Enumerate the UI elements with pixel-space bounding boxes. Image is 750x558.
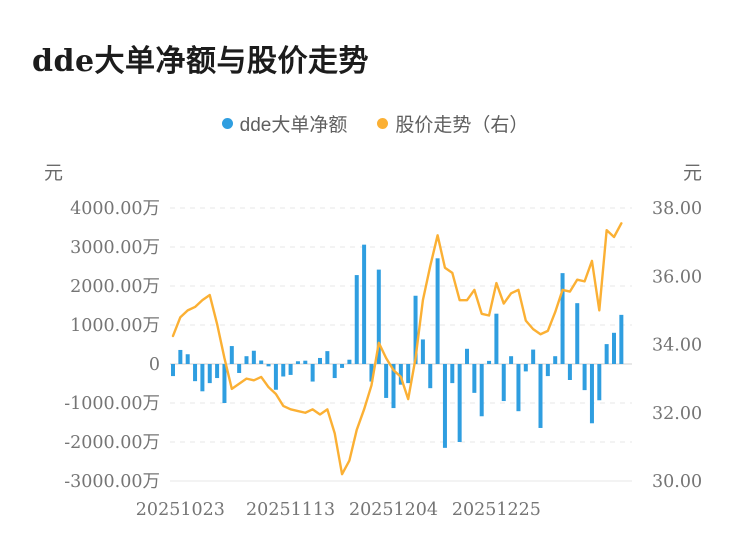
dde-net-bar <box>354 275 359 364</box>
dde-net-bar <box>472 364 477 393</box>
left-axis-tick: -2000.00万 <box>64 433 160 453</box>
dde-net-bar <box>229 346 234 364</box>
left-axis-tick: 2000.00万 <box>70 277 160 297</box>
dde-net-bar <box>516 364 521 412</box>
yellow-dot-icon <box>377 117 389 129</box>
dde-net-bar <box>612 332 616 364</box>
dde-net-bar <box>420 339 425 364</box>
dde-net-bar <box>185 354 190 364</box>
left-axis-tick: 3000.00万 <box>70 238 160 258</box>
dde-net-bar <box>531 349 536 364</box>
x-axis-tick: 20251204 <box>349 500 438 520</box>
dde-net-bar <box>435 258 440 364</box>
blue-dot-icon <box>221 117 233 129</box>
dde-net-bar <box>251 350 256 364</box>
dde-net-bar <box>200 364 205 392</box>
dde-net-bar <box>178 349 183 364</box>
dde-net-bar <box>295 361 300 364</box>
dde-net-bar <box>479 364 484 417</box>
dde-net-bar <box>237 364 242 373</box>
dde-net-bar <box>457 364 462 442</box>
dde-net-bar <box>391 364 396 409</box>
dde-net-bar <box>442 364 447 448</box>
left-axis-tick: 4000.00万 <box>70 199 160 219</box>
dde-net-bar <box>589 364 594 424</box>
dde-net-bar <box>171 364 175 377</box>
dde-net-bar <box>266 364 271 367</box>
legend-item-price[interactable]: 股价走势（右） <box>377 110 528 137</box>
dde-net-bar <box>215 364 220 379</box>
dde-net-bar <box>487 360 492 364</box>
dde-net-bar <box>288 364 293 375</box>
dde-net-bar <box>604 344 609 364</box>
legend-label-price: 股价走势（右） <box>395 114 529 136</box>
dde-net-bar <box>465 348 469 364</box>
left-axis-tick: 0 <box>149 355 160 375</box>
right-axis-tick: 36.00 <box>652 267 702 287</box>
dde-net-bar <box>553 356 558 364</box>
dde-net-bar <box>332 364 337 379</box>
dde-net-bar <box>384 364 389 398</box>
dde-net-bar <box>207 364 212 384</box>
dde-net-bar <box>567 364 572 380</box>
x-axis-tick: 20251113 <box>246 500 335 520</box>
dde-net-bar <box>325 351 330 364</box>
left-axis-tick: -3000.00万 <box>64 472 160 492</box>
dde-net-bar <box>310 364 315 382</box>
dde-net-bar <box>340 364 345 368</box>
x-axis-tick: 20251023 <box>136 500 225 520</box>
dde-net-bar <box>494 313 499 364</box>
dde-net-bar <box>376 269 381 364</box>
right-axis-tick: 38.00 <box>652 199 702 219</box>
right-axis-tick: 32.00 <box>652 404 702 424</box>
dde-net-bar <box>538 364 543 428</box>
price-line <box>171 222 623 476</box>
dde-net-bar <box>413 295 418 364</box>
dde-net-bar <box>450 364 455 384</box>
dde-net-bar <box>523 364 528 372</box>
dde-net-bar <box>244 356 249 364</box>
dde-net-bar <box>619 314 624 364</box>
chart-title: dde大单净额与股价走势 <box>32 44 370 79</box>
dde-net-bar <box>222 364 227 403</box>
dde-net-bar <box>560 273 565 364</box>
right-axis-unit: 元 <box>683 162 703 184</box>
dde-net-bar <box>362 244 367 364</box>
right-axis-tick: 30.00 <box>652 472 702 492</box>
legend-item-dde[interactable]: dde大单净额 <box>221 110 348 137</box>
dde-net-bar <box>545 364 550 377</box>
left-axis-tick: -1000.00万 <box>64 394 160 414</box>
dde-net-bar <box>398 364 403 385</box>
dde-net-bar <box>597 364 602 401</box>
left-axis-unit: 元 <box>44 162 64 184</box>
dde-net-bar <box>281 364 286 377</box>
dde-net-bar <box>273 364 278 390</box>
dde-net-bar <box>406 364 411 384</box>
right-axis-tick: 34.00 <box>652 336 702 356</box>
legend-label-dde: dde大单净额 <box>239 114 348 136</box>
dde-net-bar <box>582 364 587 391</box>
dde-net-bar <box>318 357 322 364</box>
dde-net-bar <box>501 364 506 402</box>
dde-net-bar <box>428 364 433 389</box>
dde-net-bar <box>509 356 514 364</box>
left-axis-tick: 1000.00万 <box>70 316 160 336</box>
dde-net-bar <box>303 360 308 364</box>
dde-net-bar <box>575 303 580 364</box>
dde-net-bar <box>347 359 352 364</box>
dde-net-bar <box>259 360 264 364</box>
x-axis-tick: 20251225 <box>452 500 541 520</box>
dde-net-bar <box>369 364 374 382</box>
chart-legend: dde大单净额 股价走势（右） <box>0 110 750 136</box>
dde-net-bar <box>193 364 198 382</box>
